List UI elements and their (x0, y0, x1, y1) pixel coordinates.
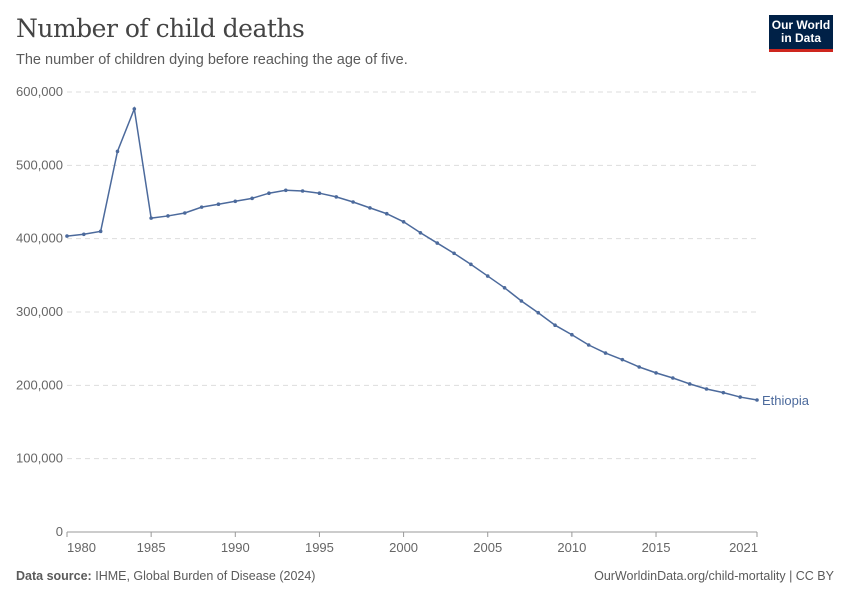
data-point (267, 191, 271, 195)
data-point (401, 220, 406, 224)
data-point (183, 211, 187, 215)
x-tick-label: 2000 (389, 540, 418, 555)
y-tick-label: 400,000 (16, 231, 63, 246)
owid-logo[interactable]: Our World in Data (769, 15, 833, 52)
data-point (199, 205, 204, 209)
data-point (334, 195, 339, 199)
y-tick-label: 200,000 (16, 377, 63, 392)
data-point (704, 387, 709, 391)
data-point (502, 286, 507, 290)
data-source: Data source: IHME, Global Burden of Dise… (16, 569, 315, 583)
data-point (687, 382, 692, 386)
data-point (216, 202, 221, 206)
y-tick-label: 600,000 (16, 84, 63, 99)
x-tick-label: 2015 (642, 540, 671, 555)
data-point (586, 343, 591, 347)
data-point (166, 214, 170, 218)
data-point (553, 323, 557, 328)
y-tick-label: 100,000 (16, 451, 63, 466)
data-point (250, 196, 254, 201)
data-point (536, 310, 541, 315)
series-line (66, 106, 758, 401)
data-point (570, 332, 574, 337)
data-point (65, 234, 69, 238)
data-point (115, 149, 120, 154)
data-point (82, 232, 86, 237)
data-point (132, 107, 137, 111)
data-point (721, 390, 726, 395)
data-point (620, 357, 625, 362)
data-point (485, 274, 490, 278)
x-tick-label: 1990 (221, 540, 250, 555)
data-point (368, 206, 372, 210)
data-point (418, 231, 423, 235)
data-point (98, 229, 103, 234)
data-point (603, 351, 608, 355)
data-point (317, 191, 322, 195)
data-point (469, 262, 473, 267)
footer-link[interactable]: OurWorldinData.org/child-mortality | CC … (594, 569, 834, 583)
x-tick-label: 2021 (729, 540, 758, 555)
chart-title: Number of child deaths (16, 14, 305, 43)
series-label: Ethiopia (762, 393, 810, 408)
source-label: Data source: (16, 569, 92, 583)
data-point (452, 251, 456, 256)
chart-subtitle: The number of children dying before reac… (16, 52, 408, 68)
y-tick-label: 500,000 (16, 157, 63, 172)
data-point (435, 241, 440, 245)
x-tick-label: 1980 (67, 540, 96, 555)
y-tick-label: 0 (56, 524, 63, 539)
data-point (637, 365, 641, 369)
data-point (738, 395, 742, 399)
x-tick-label: 2005 (473, 540, 502, 555)
x-tick-label: 2010 (557, 540, 586, 555)
data-point (233, 199, 238, 204)
y-tick-label: 300,000 (16, 304, 63, 319)
data-point (384, 211, 389, 216)
x-tick-label: 1985 (137, 540, 166, 555)
data-point (755, 398, 759, 402)
data-point (654, 371, 658, 375)
data-point (351, 200, 355, 204)
x-tick-label: 1995 (305, 540, 334, 555)
data-point (149, 216, 153, 220)
data-point (283, 188, 288, 193)
source-text[interactable]: IHME, Global Burden of Disease (2024) (95, 569, 316, 583)
data-point (671, 376, 675, 380)
data-point (519, 299, 524, 303)
line-chart: 0 100,000 200,000 300,000 400,000 500,000 600,… (16, 84, 810, 555)
data-point (300, 189, 305, 193)
